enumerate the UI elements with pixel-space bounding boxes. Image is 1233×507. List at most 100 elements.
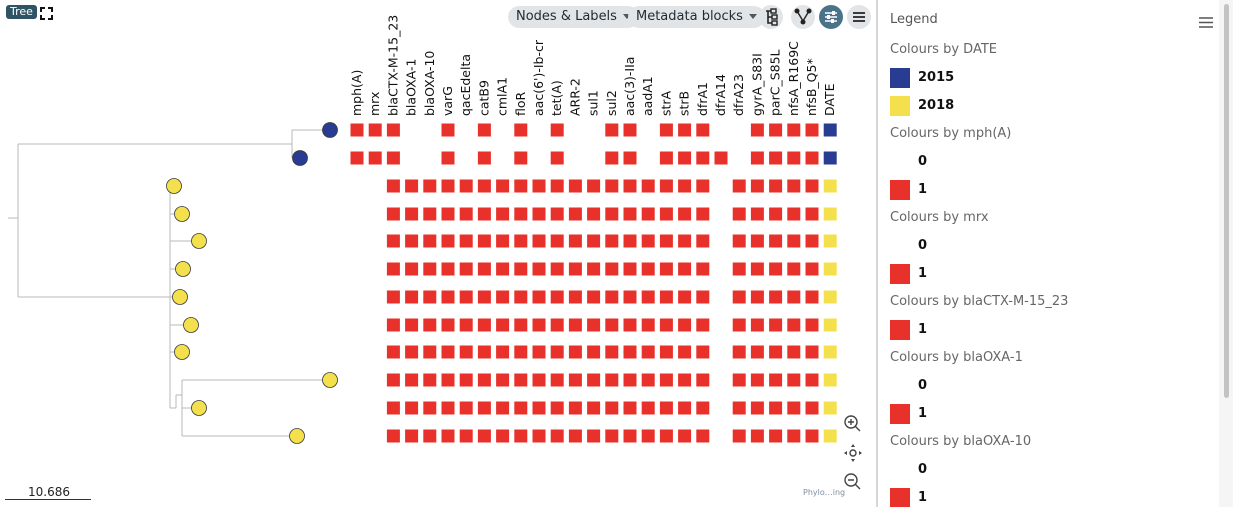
phylogenetic-tree[interactable]: mph(A) mrx blaCTX-M-15_23 blaOXA-1 blaOXA-10… — [0, 0, 876, 507]
legend-scrollbar[interactable] — [1219, 0, 1233, 507]
metadata-block — [514, 179, 528, 193]
metadata-block — [696, 179, 710, 193]
leaf-node[interactable] — [166, 178, 182, 194]
legend-entry-label: 1 — [918, 182, 928, 197]
metadata-block — [477, 373, 491, 387]
metadata-block — [405, 290, 419, 304]
leaf-node[interactable] — [183, 317, 199, 333]
metadata-column-label: sul1 — [586, 90, 601, 116]
metadata-block — [587, 373, 601, 387]
leaf-node[interactable] — [322, 372, 338, 388]
pan-reset-button[interactable] — [840, 440, 866, 466]
metadata-block — [805, 401, 819, 415]
leaf-node[interactable] — [292, 150, 308, 166]
metadata-column-label: aadA1 — [640, 76, 655, 116]
metadata-column-label: strB — [677, 91, 692, 116]
metadata-block — [459, 373, 473, 387]
chevron-down-icon — [748, 14, 757, 19]
metadata-block — [769, 262, 783, 276]
metadata-block — [441, 262, 455, 276]
metadata-block — [496, 262, 510, 276]
leaf-node[interactable] — [289, 428, 305, 444]
metadata-block — [769, 123, 783, 137]
date-block — [823, 151, 837, 165]
metadata-block — [423, 179, 437, 193]
metadata-block — [659, 318, 673, 332]
metadata-block — [732, 373, 746, 387]
leaf-node[interactable] — [174, 344, 190, 360]
zoom-in-button[interactable] — [840, 411, 866, 437]
metadata-block — [605, 318, 619, 332]
metadata-block — [514, 290, 528, 304]
metadata-block — [750, 179, 764, 193]
zoom-out-button[interactable] — [840, 469, 866, 495]
leaf-node[interactable] — [191, 400, 207, 416]
metadata-block — [532, 234, 546, 248]
metadata-block — [623, 373, 637, 387]
metadata-block — [568, 179, 582, 193]
menu-button[interactable] — [847, 5, 871, 29]
metadata-block — [605, 234, 619, 248]
metadata-block — [659, 207, 673, 221]
leaf-node[interactable] — [172, 289, 188, 305]
metadata-blocks-dropdown[interactable]: Metadata blocks — [628, 6, 765, 28]
metadata-block — [605, 401, 619, 415]
leaf-node[interactable] — [322, 122, 338, 138]
metadata-block — [750, 373, 764, 387]
metadata-block — [568, 345, 582, 359]
metadata-column-label: aac(6')-Ib-cr — [531, 39, 546, 116]
metadata-block — [678, 207, 692, 221]
metadata-block — [532, 179, 546, 193]
metadata-block — [514, 262, 528, 276]
fullscreen-icon[interactable] — [40, 5, 53, 20]
metadata-block — [386, 290, 400, 304]
date-block — [823, 373, 837, 387]
metadata-block — [441, 401, 455, 415]
metadata-block — [386, 179, 400, 193]
metadata-column-label: ARR-2 — [567, 78, 582, 116]
tree-type-button[interactable] — [791, 5, 815, 29]
metadata-column-label: blaOXA-10 — [422, 51, 437, 116]
metadata-block — [805, 373, 819, 387]
legend-heading: Colours by blaCTX-M-15_23 — [890, 294, 1069, 309]
metadata-block — [750, 262, 764, 276]
metadata-block — [441, 207, 455, 221]
controls-button[interactable] — [819, 5, 843, 29]
metadata-column-label: sul2 — [604, 90, 619, 116]
metadata-block — [386, 262, 400, 276]
leaf-node[interactable] — [174, 206, 190, 222]
metadata-block — [405, 345, 419, 359]
metadata-block — [423, 262, 437, 276]
metadata-block — [568, 262, 582, 276]
leaf-node[interactable] — [175, 261, 191, 277]
legend-entry-label: 0 — [918, 462, 928, 477]
metadata-block — [605, 151, 619, 165]
date-block — [823, 401, 837, 415]
legend-entry-label: 0 — [918, 238, 928, 253]
metadata-block — [787, 318, 801, 332]
metadata-column-label: blaOXA-1 — [404, 59, 419, 116]
panel-divider[interactable] — [876, 0, 878, 507]
metadata-block — [750, 123, 764, 137]
metadata-block — [477, 401, 491, 415]
metadata-block — [696, 429, 710, 443]
leaf-node[interactable] — [191, 233, 207, 249]
legend-menu-icon[interactable] — [1198, 14, 1214, 28]
metadata-block — [550, 318, 564, 332]
metadata-block — [568, 318, 582, 332]
metadata-block — [623, 234, 637, 248]
metadata-block — [605, 290, 619, 304]
metadata-block — [550, 373, 564, 387]
tree-panel[interactable]: mph(A) mrx blaCTX-M-15_23 blaOXA-1 blaOXA-10… — [0, 0, 876, 507]
metadata-block — [550, 290, 564, 304]
tree-layout-button[interactable] — [759, 5, 783, 29]
scroll-thumb[interactable] — [1224, 4, 1229, 398]
legend-swatch — [890, 236, 910, 256]
nodes-labels-dropdown[interactable]: Nodes & Labels — [508, 6, 639, 28]
legend-swatch — [890, 404, 910, 424]
metadata-block — [678, 179, 692, 193]
metadata-block — [732, 290, 746, 304]
metadata-block — [805, 318, 819, 332]
metadata-block — [386, 373, 400, 387]
metadata-block — [750, 401, 764, 415]
